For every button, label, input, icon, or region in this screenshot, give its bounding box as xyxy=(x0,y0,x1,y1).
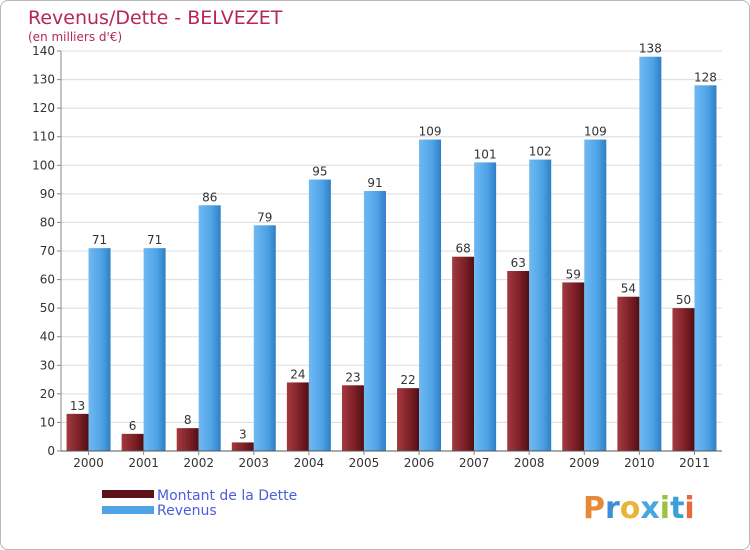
x-tick-label: 2009 xyxy=(569,456,600,470)
x-axis: 2000 2001 2002 2003 2004 2005 2006 2007 2008 2009… xyxy=(61,450,722,470)
y-tick-label: 40 xyxy=(40,330,55,344)
x-tick-label: 2008 xyxy=(514,456,545,470)
bar-debt xyxy=(286,382,309,451)
data-label-debt: 63 xyxy=(511,256,526,270)
y-tick-label: 120 xyxy=(32,101,55,115)
legend-label-debt: Montant de la Dette xyxy=(157,488,297,504)
data-label-revenue: 109 xyxy=(419,125,442,139)
data-label-revenue: 95 xyxy=(312,165,327,179)
y-tick-label: 50 xyxy=(40,301,55,315)
data-label-revenue: 128 xyxy=(694,70,717,84)
bar-revenue xyxy=(529,159,552,452)
data-label-revenue: 91 xyxy=(367,176,382,190)
data-label-revenue: 86 xyxy=(202,190,217,204)
y-tick-label: 130 xyxy=(32,73,55,87)
bar-debt xyxy=(176,428,199,451)
data-label-debt: 13 xyxy=(70,399,85,413)
data-label-debt: 22 xyxy=(400,373,415,387)
x-tick-label: 2002 xyxy=(183,456,214,470)
bar-revenue xyxy=(253,225,276,451)
bar-debt xyxy=(452,256,475,451)
data-label-revenue: 71 xyxy=(92,233,107,247)
data-label-debt: 59 xyxy=(566,267,581,281)
y-tick-label: 70 xyxy=(40,244,55,258)
bar-debt xyxy=(121,433,144,451)
data-label-debt: 3 xyxy=(239,427,247,441)
bar-debt xyxy=(66,413,89,451)
data-label-revenue: 102 xyxy=(529,145,552,159)
bar-revenue xyxy=(308,179,331,452)
bar-debt xyxy=(562,282,585,451)
y-tick-label: 140 xyxy=(32,44,55,58)
x-tick-label: 2001 xyxy=(128,456,159,470)
data-label-debt: 8 xyxy=(184,413,192,427)
y-tick-label: 0 xyxy=(47,444,55,458)
y-tick-label: 10 xyxy=(40,415,55,429)
bar-debt xyxy=(397,388,420,451)
x-tick-label: 2000 xyxy=(73,456,104,470)
bar-revenue xyxy=(419,139,442,452)
bar-revenue xyxy=(88,248,111,451)
bar-revenue xyxy=(363,191,386,451)
bars: 13 71 6 71 8 86 3 79 24 95 23 91 22 109 68 101 63 102 59 10… xyxy=(66,42,717,452)
data-label-debt: 54 xyxy=(621,282,636,296)
bar-debt xyxy=(507,271,530,451)
x-tick-label: 2004 xyxy=(294,456,325,470)
bar-revenue xyxy=(639,56,662,451)
y-tick-label: 110 xyxy=(32,130,55,144)
y-tick-label: 80 xyxy=(40,215,55,229)
y-tick-label: 100 xyxy=(32,158,55,172)
chart-subtitle: (en milliers d'€) xyxy=(28,30,122,44)
legend-swatch-revenue xyxy=(102,506,154,514)
bar-debt xyxy=(231,442,254,451)
svg-text:Proxiti: Proxiti xyxy=(583,491,695,526)
x-tick-label: 2010 xyxy=(624,456,655,470)
chart-title: Revenus/Dette - BELVEZET xyxy=(28,7,283,29)
bar-debt xyxy=(617,296,640,451)
x-tick-label: 2011 xyxy=(679,456,710,470)
bar-revenue xyxy=(198,205,221,451)
y-tick-label: 30 xyxy=(40,358,55,372)
y-tick-label: 90 xyxy=(40,187,55,201)
bar-revenue xyxy=(474,162,497,451)
bar-debt xyxy=(672,308,695,451)
data-label-debt: 50 xyxy=(676,293,691,307)
data-label-debt: 23 xyxy=(345,370,360,384)
x-tick-label: 2007 xyxy=(459,456,490,470)
proxiti-logo: Proxiti xyxy=(583,491,695,526)
gridlines xyxy=(61,50,722,452)
bar-revenue xyxy=(143,248,166,451)
x-tick-label: 2003 xyxy=(239,456,270,470)
data-label-revenue: 109 xyxy=(584,125,607,139)
legend-label-revenue: Revenus xyxy=(157,503,217,519)
legend-swatch-debt xyxy=(102,490,154,498)
x-tick-label: 2005 xyxy=(349,456,380,470)
data-label-revenue: 101 xyxy=(474,147,497,161)
legend: Montant de la Dette Revenus xyxy=(102,488,297,519)
y-tick-label: 60 xyxy=(40,273,55,287)
data-label-revenue: 79 xyxy=(257,210,272,224)
data-label-debt: 24 xyxy=(290,367,305,381)
data-label-debt: 6 xyxy=(129,419,137,433)
x-tick-label: 2006 xyxy=(404,456,435,470)
bar-debt xyxy=(341,385,364,451)
data-label-revenue: 138 xyxy=(639,42,662,56)
data-label-debt: 68 xyxy=(455,242,470,256)
y-axis: 0 10 20 30 40 50 60 70 80 90 100 110 120 130 140 xyxy=(32,44,62,458)
bar-revenue xyxy=(584,139,607,452)
bar-revenue xyxy=(694,85,717,452)
y-tick-label: 20 xyxy=(40,387,55,401)
data-label-revenue: 71 xyxy=(147,233,162,247)
